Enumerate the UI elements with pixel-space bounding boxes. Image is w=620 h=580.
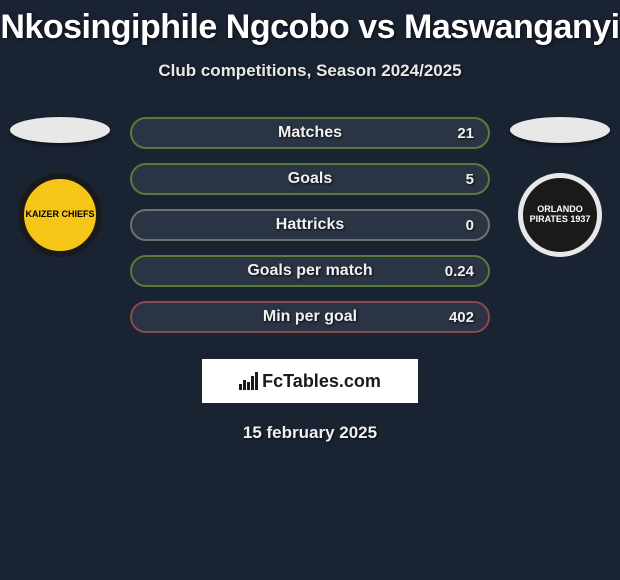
brand-chart-icon <box>239 372 258 390</box>
page-subtitle: Club competitions, Season 2024/2025 <box>0 61 620 81</box>
club-badge-left: KAIZER CHIEFS <box>18 173 102 257</box>
stat-label: Goals per match <box>247 262 372 280</box>
main-row: KAIZER CHIEFS Matches 21 Goals 5 Hattricks 0 G… <box>0 117 620 333</box>
brand-text: FcTables.com <box>262 371 381 392</box>
right-side: ORLANDO PIRATES 1937 <box>510 117 610 257</box>
stat-value-right: 0 <box>444 217 474 234</box>
stat-row: Min per goal 402 <box>130 301 490 333</box>
player-head-right <box>510 117 610 143</box>
stat-label: Matches <box>278 124 342 142</box>
stat-row: Matches 21 <box>130 117 490 149</box>
club-name-right: ORLANDO PIRATES 1937 <box>523 205 597 225</box>
stat-label: Goals <box>288 170 332 188</box>
player-head-left <box>10 117 110 143</box>
stat-value-right: 5 <box>444 171 474 188</box>
stat-label: Min per goal <box>263 308 357 326</box>
stat-row: Goals 5 <box>130 163 490 195</box>
stat-row: Goals per match 0.24 <box>130 255 490 287</box>
stat-row: Hattricks 0 <box>130 209 490 241</box>
page-title: Nkosingiphile Ngcobo vs Maswanganyi <box>0 8 620 47</box>
club-badge-right: ORLANDO PIRATES 1937 <box>518 173 602 257</box>
left-side: KAIZER CHIEFS <box>10 117 110 257</box>
stat-label: Hattricks <box>276 216 344 234</box>
club-name-left: KAIZER CHIEFS <box>25 210 94 220</box>
stat-value-right: 21 <box>444 125 474 142</box>
stat-value-right: 402 <box>444 309 474 326</box>
brand-logo[interactable]: FcTables.com <box>202 359 418 403</box>
stats-column: Matches 21 Goals 5 Hattricks 0 Goals per match… <box>110 117 510 333</box>
match-date: 15 february 2025 <box>0 423 620 443</box>
page-container: Nkosingiphile Ngcobo vs Maswanganyi Club… <box>0 0 620 443</box>
stat-value-right: 0.24 <box>444 263 474 280</box>
